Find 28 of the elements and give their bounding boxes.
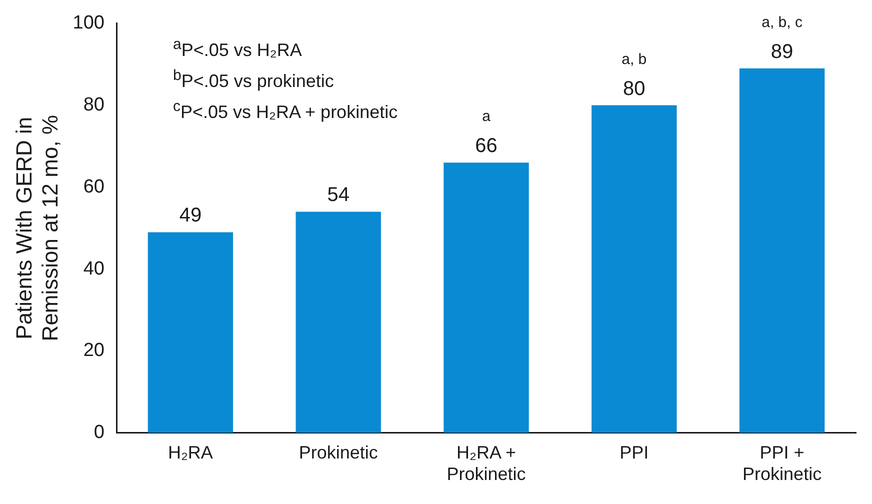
data-label: 66 bbox=[475, 135, 498, 158]
bar bbox=[592, 105, 677, 433]
annotation: a, b, c bbox=[762, 14, 803, 32]
data-label: 80 bbox=[623, 78, 646, 100]
x-tick-label: Prokinetic bbox=[298, 442, 378, 463]
y-tick-label: 0 bbox=[94, 422, 104, 444]
bar bbox=[739, 68, 825, 433]
x-tick-label: PPI bbox=[620, 442, 649, 463]
annotation: $^{b}$P<.05 vs prokinetic bbox=[173, 66, 335, 93]
data-label: 89 bbox=[770, 40, 794, 63]
annotation: a bbox=[482, 108, 492, 126]
bar bbox=[296, 212, 381, 433]
y-tick-label: 40 bbox=[83, 258, 104, 280]
bar bbox=[444, 162, 529, 433]
annotation: $^{c}$P<.05 vs H₂RA + prokinetic bbox=[173, 97, 398, 124]
data-label: 54 bbox=[327, 184, 350, 206]
annotation: a, b bbox=[622, 50, 647, 68]
x-tick-label: H₂RA + Prokinetic bbox=[446, 442, 526, 484]
x-tick-label: PPI + Prokinetic bbox=[742, 442, 822, 484]
annotation: $^{a}$P<.05 vs H₂RA bbox=[173, 35, 303, 62]
y-tick-label: 60 bbox=[83, 176, 104, 198]
data-label: 49 bbox=[179, 204, 202, 227]
bar bbox=[148, 232, 234, 433]
x-tick-label: H₂RA bbox=[168, 442, 213, 463]
y-tick-label: 100 bbox=[72, 12, 104, 34]
y-axis-title: Patients With GERD in Remission at 12 mo, % bbox=[11, 115, 63, 342]
y-tick-label: 20 bbox=[83, 340, 104, 362]
y-tick-label: 80 bbox=[83, 94, 104, 116]
